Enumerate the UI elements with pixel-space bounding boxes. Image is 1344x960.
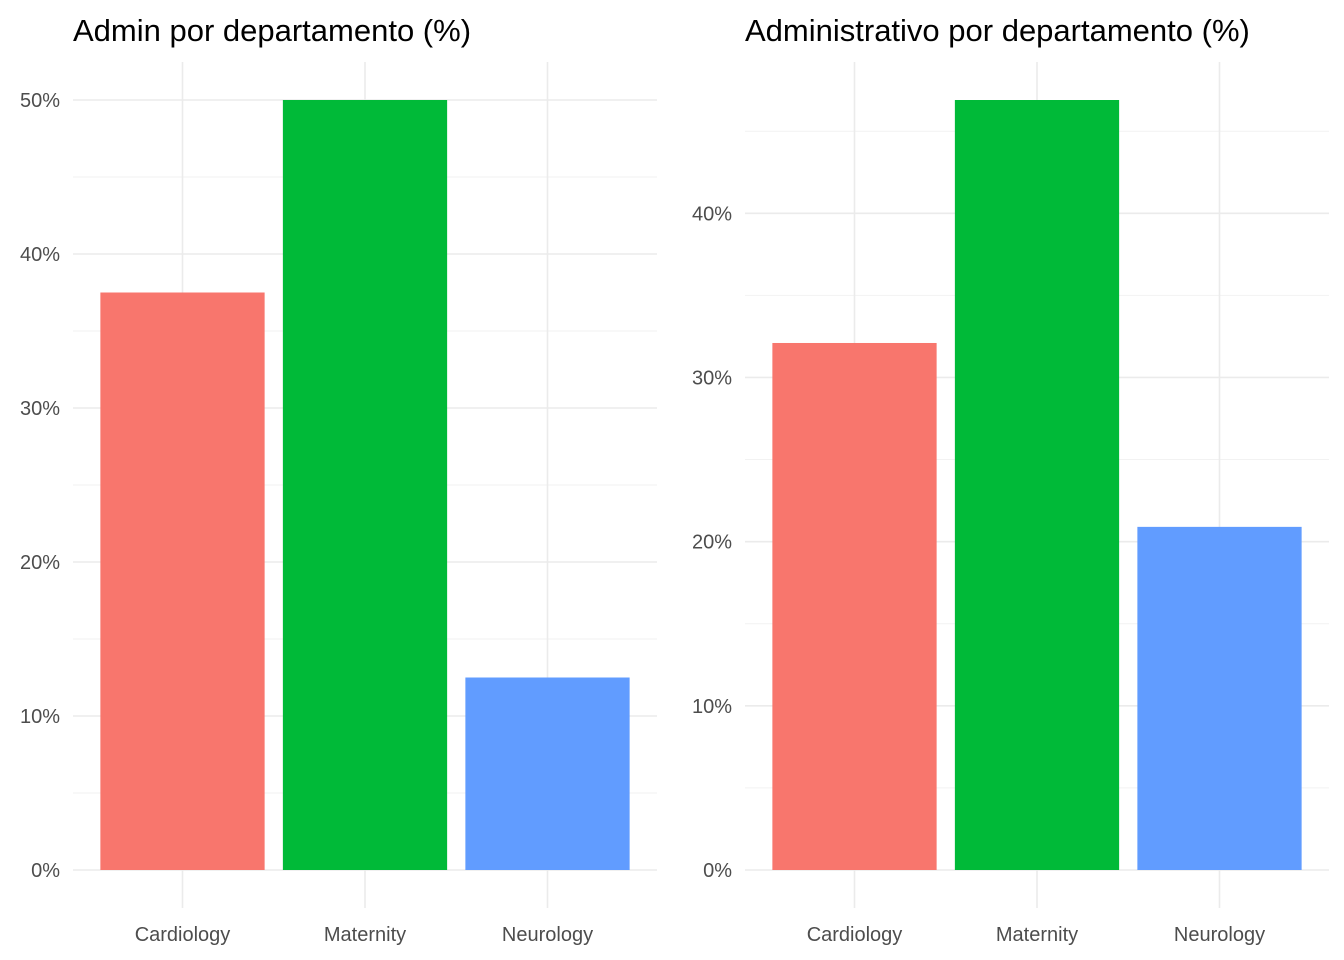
y-tick-label: 30% <box>20 398 60 420</box>
bar-neurology <box>1137 526 1302 870</box>
chart-title: Administrativo por departamento (%) <box>745 13 1250 48</box>
chart-panel-administrativo: Administrativo por departamento (%) 0% 10… <box>692 13 1329 946</box>
x-tick-label: Neurology <box>502 924 593 946</box>
chart-panel-admin: Admin por departamento (%) 0% 10% 20% 30% 40… <box>20 13 657 946</box>
y-tick-label: 40% <box>20 244 60 266</box>
chart-title: Admin por departamento (%) <box>73 13 471 48</box>
y-tick-label: 30% <box>692 367 732 389</box>
x-tick-label: Maternity <box>996 924 1078 946</box>
x-tick-label: Cardiology <box>135 924 231 946</box>
y-tick-label: 20% <box>20 552 60 574</box>
y-tick-label: 0% <box>31 860 60 882</box>
y-tick-label: 10% <box>692 696 732 718</box>
y-tick-label: 40% <box>692 203 732 225</box>
x-tick-label: Cardiology <box>807 924 903 946</box>
bar-maternity <box>954 100 1120 870</box>
bar-maternity <box>282 100 448 870</box>
bar-neurology <box>465 677 630 870</box>
y-tick-label: 0% <box>703 860 732 882</box>
y-tick-label: 50% <box>20 90 60 112</box>
x-tick-label: Neurology <box>1174 924 1265 946</box>
bar-cardiology <box>772 342 937 870</box>
y-tick-label: 10% <box>20 706 60 728</box>
x-tick-label: Maternity <box>324 924 406 946</box>
bar-cardiology <box>100 292 265 870</box>
y-tick-label: 20% <box>692 532 732 554</box>
